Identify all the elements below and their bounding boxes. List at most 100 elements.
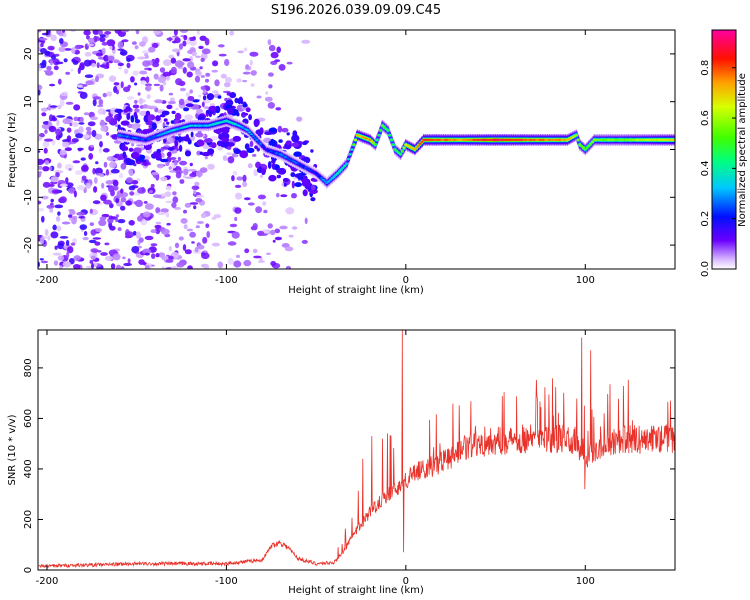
spectrogram-speckle (278, 64, 286, 71)
colorbar-ticks: 0.0 0.2 0.4 0.6 0.8 (700, 60, 736, 277)
spectrogram-speckle (123, 68, 129, 75)
spectrogram-blob (310, 149, 314, 153)
spectrogram-speckle (205, 72, 211, 77)
spectrogram-speckle (79, 91, 88, 99)
spectrogram-speckle (236, 176, 243, 181)
spectrogram-speckle (195, 198, 203, 203)
spectrogram-speckle (80, 157, 86, 161)
spectrogram-speckle (154, 99, 164, 104)
spectrogram-blob (166, 121, 170, 125)
spectrogram-blob (229, 92, 237, 99)
spectrogram-speckle (38, 207, 45, 212)
spectrogram-ridge-cell (334, 174, 338, 176)
spectrogram-speckle (115, 89, 119, 95)
spectrogram-speckle (139, 41, 146, 47)
spectrogram-speckle (100, 126, 108, 132)
spectrogram-speckle (92, 98, 97, 107)
spectrogram-speckle (137, 187, 146, 194)
spectrogram-speckle (103, 161, 108, 168)
spectrogram-speckle (38, 89, 41, 96)
spectrogram-speckle (57, 255, 65, 261)
spectrogram-speckle (68, 214, 73, 218)
spectrogram-speckle (188, 37, 197, 41)
spectrogram-speckle (175, 172, 182, 179)
spectrogram-speckle (106, 39, 116, 47)
spectrogram-speckle (142, 104, 149, 109)
spectrogram-speckle (104, 255, 114, 261)
spectrogram-y-tick-label: -20 (23, 237, 34, 253)
spectrogram-ridge-cell (585, 146, 589, 149)
spectrogram-speckle (148, 46, 156, 53)
spectrogram-speckle (187, 168, 197, 172)
spectrogram-speckle (108, 172, 113, 175)
spectrogram-speckle (291, 193, 297, 199)
spectrogram-blob (147, 114, 152, 122)
snr-y-tick-label: 400 (23, 459, 34, 478)
spectrogram-speckle (233, 260, 242, 268)
spectrogram-speckle (194, 75, 201, 83)
spectrogram-speckle (147, 162, 151, 166)
spectrogram-blob (253, 119, 259, 128)
spectrogram-speckle (88, 111, 95, 118)
spectrogram-ridge-cell (327, 180, 331, 183)
spectrogram-speckle (82, 236, 89, 241)
spectrogram-speckle (90, 116, 98, 121)
spectrogram-speckle (70, 68, 74, 72)
spectrogram-blob (248, 114, 253, 121)
spectrogram-speckle (154, 224, 162, 229)
spectrogram-blob (291, 180, 295, 189)
spectrogram-ridge-cell (578, 143, 582, 146)
spectrogram-ridge-cell (382, 126, 386, 128)
spectrogram-speckle (281, 127, 289, 133)
spectrogram-speckle (161, 228, 170, 235)
spectrogram-speckle (109, 45, 113, 50)
spectrogram-speckle (136, 215, 143, 222)
spectrogram-speckle (57, 211, 61, 216)
spectrogram-speckle (270, 260, 277, 267)
spectrogram-speckle (151, 171, 159, 176)
spectrogram-speckle (184, 114, 193, 121)
spectrogram-ridge-cell (348, 153, 352, 156)
spectrogram-speckle (255, 206, 262, 214)
spectrogram-speckle (84, 74, 94, 78)
colorbar-frame (711, 29, 737, 270)
spectrogram-speckle (250, 83, 255, 87)
spectrogram-ridge-cell (388, 134, 392, 136)
spectrogram-speckle (179, 87, 186, 92)
spectrogram-speckle (56, 115, 66, 118)
spectrogram-speckle (229, 30, 235, 36)
spectrogram-speckle (78, 126, 84, 134)
spectrogram-blob (114, 108, 124, 113)
spectrogram-speckle (49, 105, 58, 108)
spectrogram-speckle (139, 97, 143, 105)
spectrogram-blob (174, 139, 179, 147)
spectrogram-blob (215, 107, 220, 111)
spectrogram-speckle (99, 36, 106, 43)
spectrogram-speckle (184, 202, 192, 208)
spectrogram-speckle (149, 190, 153, 194)
spectrogram-speckle (229, 223, 238, 228)
spectrogram-speckle (66, 127, 72, 133)
spectrogram-speckle (211, 69, 218, 73)
spectrogram-speckle (98, 98, 104, 106)
spectrogram-speckle (38, 133, 45, 138)
spectrogram-blob (126, 159, 136, 166)
spectrogram-speckle (55, 61, 64, 65)
spectrogram-speckle (51, 189, 60, 194)
spectrogram-speckle (44, 160, 49, 166)
spectrogram-speckle (65, 71, 71, 75)
spectrogram-speckle (151, 253, 156, 259)
spectrogram-speckle (257, 194, 266, 200)
spectrogram-ridge-cell (418, 143, 422, 145)
spectrogram-speckle (79, 62, 85, 68)
spectrogram-speckle (39, 37, 48, 41)
spectrogram-speckle (277, 125, 283, 133)
spectrogram-blob (310, 184, 316, 191)
spectrogram-speckle (270, 229, 276, 236)
spectrogram-speckle (196, 221, 204, 224)
spectrogram-speckle (276, 46, 282, 54)
spectrogram-ridge-cell (380, 124, 385, 127)
spectrogram-speckle (128, 220, 135, 226)
spectrogram-ridge-cell (580, 145, 584, 148)
spectrogram-speckle (172, 196, 179, 204)
